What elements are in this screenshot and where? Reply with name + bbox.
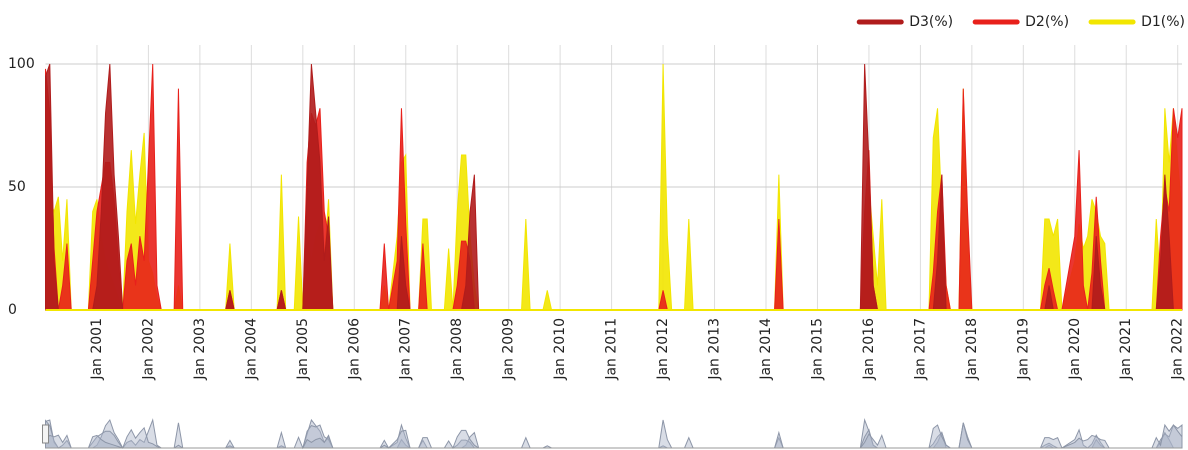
x-tick-label: Jan 2021 [1118, 318, 1134, 381]
area [45, 63, 1183, 311]
x-tick-label: Jan 2001 [89, 318, 105, 381]
x-tick-label: Jan 2020 [1067, 318, 1083, 381]
x-tick-label: Jan 2010 [552, 318, 568, 381]
navigator-area [45, 419, 1183, 450]
x-tick-label: Jan 2007 [398, 318, 414, 381]
legend-label: D1(%) [1141, 14, 1185, 30]
x-tick-label: Jan 2017 [912, 318, 928, 381]
x-tick-label: Jan 2003 [192, 318, 208, 381]
y-tick-label: 50 [8, 179, 26, 195]
navigator-handle[interactable] [42, 424, 49, 444]
x-tick-label: Jan 2018 [964, 318, 980, 381]
navigator-area [45, 418, 1182, 449]
x-tick-label: Jan 2019 [1015, 318, 1031, 381]
x-tick-label: Jan 2006 [346, 318, 362, 381]
y-tick-label: 0 [8, 302, 17, 318]
x-tick-label: Jan 2009 [501, 318, 517, 381]
y-tick-label: 100 [8, 56, 35, 72]
x-tick-label: Jan 2015 [809, 318, 825, 381]
x-tick-label: Jan 2022 [1170, 318, 1186, 381]
legend-label: D2(%) [1025, 14, 1069, 30]
x-tick-label: Jan 2013 [707, 318, 723, 381]
legend-label: D3(%) [909, 14, 953, 30]
x-tick-label: Jan 2011 [604, 318, 620, 381]
x-tick-label: Jan 2014 [758, 318, 774, 381]
x-tick-label: Jan 2008 [449, 318, 465, 381]
x-tick-label: Jan 2005 [295, 318, 311, 381]
x-tick-label: Jan 2004 [243, 318, 259, 381]
x-tick-label: Jan 2002 [140, 318, 156, 381]
x-tick-label: Jan 2012 [655, 318, 671, 381]
navigator-area [45, 418, 1183, 449]
x-tick-label: Jan 2016 [861, 318, 877, 381]
